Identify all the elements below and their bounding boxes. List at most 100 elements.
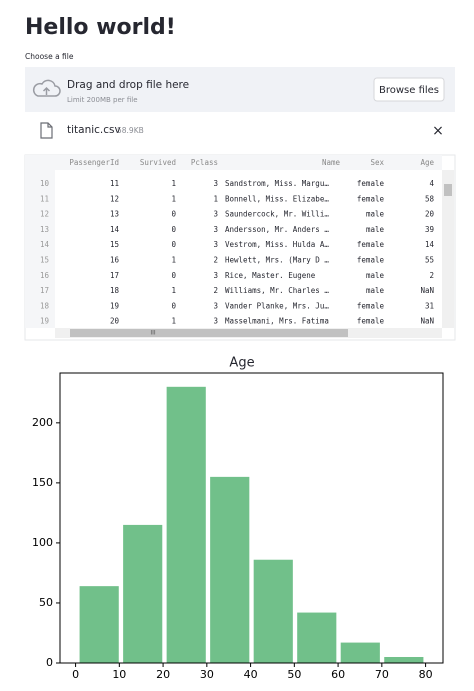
table-cell: 2 <box>213 256 218 265</box>
table-cell: Saundercock, Mr. Willi… <box>225 210 329 219</box>
browse-button-label: Browse files <box>379 85 439 96</box>
table-cell: 12 <box>110 194 119 203</box>
table-cell: 18 <box>110 286 120 295</box>
column-header: Sex <box>370 158 384 167</box>
row-index: 19 <box>40 317 49 326</box>
row-index: 10 <box>40 179 50 188</box>
table-cell: Masselmani, Mrs. Fatima <box>225 317 329 326</box>
table-cell: 2 <box>429 271 434 280</box>
h-scroll-thumb[interactable] <box>70 329 348 337</box>
table-cell: 0 <box>171 301 176 310</box>
table-cell: female <box>357 256 385 265</box>
v-scrollbar[interactable] <box>442 170 454 328</box>
row-index: 11 <box>40 194 49 203</box>
table-cell: 13 <box>110 210 119 219</box>
column-header: Pclass <box>191 158 218 167</box>
browse-button[interactable] <box>373 77 445 102</box>
row-index: 18 <box>40 301 50 310</box>
table-cell: Hewlett, Mrs. (Mary D … <box>225 256 329 265</box>
x-tick-label: 60 <box>331 668 345 681</box>
bar <box>340 642 380 663</box>
chart: 0 50 100 150 200 0 10 20 30 40 50 60 70 80 <box>32 372 444 681</box>
limit-text: Limit 200MB per file <box>67 96 138 104</box>
x-tick-label: 50 <box>287 668 301 681</box>
x-tick-label: 80 <box>419 668 433 681</box>
table-cell: 55 <box>425 256 434 265</box>
dataframe <box>24 154 456 341</box>
table-cell: Rice, Master. Eugene <box>225 271 316 280</box>
table-body: PassengerIdSurvivedPclassNameSexAgeS1011… <box>40 158 435 326</box>
table-cell: Bonnell, Miss. Elizabe… <box>225 194 329 203</box>
table-cell: NaN <box>420 317 434 326</box>
index-column <box>25 155 55 328</box>
table-cell: 31 <box>425 301 434 310</box>
table-cell: 14 <box>110 225 120 234</box>
table-cell: 4 <box>429 179 434 188</box>
table-cell: 1 <box>171 179 176 188</box>
table-cell: male <box>366 286 385 295</box>
column-header: Age <box>420 158 434 167</box>
table-cell: 3 <box>213 225 218 234</box>
table-cell: 39 <box>425 225 434 234</box>
x-tick-label: 20 <box>156 668 170 681</box>
remove-file[interactable]: × <box>432 123 444 139</box>
x-tick-label: 0 <box>72 668 79 681</box>
table-cell: NaN <box>420 286 434 295</box>
table-cell: 2 <box>213 286 218 295</box>
table-cell: 0 <box>171 240 176 249</box>
table-cell: 58 <box>425 194 435 203</box>
table-cell: Sandstrom, Miss. Margu… <box>225 179 329 188</box>
table-cell: 1 <box>213 194 218 203</box>
x-tick-label: 10 <box>112 668 126 681</box>
cloud-icon <box>32 79 61 97</box>
table-cell: female <box>357 317 385 326</box>
row-index: 13 <box>40 225 49 234</box>
table-cell: 3 <box>213 179 218 188</box>
chart-title: Age <box>229 356 254 371</box>
table-cell: 3 <box>213 271 218 280</box>
table-cell: female <box>357 240 385 249</box>
row-index: 15 <box>40 256 49 265</box>
page-title: Hello world! <box>25 15 176 40</box>
table-cell: Vander Planke, Mrs. Ju… <box>225 301 329 310</box>
table-cell: 19 <box>110 301 119 310</box>
table-cell: 3 <box>213 240 218 249</box>
x-tick-label: 30 <box>200 668 214 681</box>
table-cell: female <box>357 301 385 310</box>
table-cell: Williams, Mr. Charles … <box>225 286 329 295</box>
table-cell: 17 <box>110 271 119 280</box>
table-cell: 1 <box>171 256 176 265</box>
table-cell: 15 <box>110 240 119 249</box>
row-index: 16 <box>40 271 50 280</box>
y-tick-label: 150 <box>32 476 53 489</box>
table-cell: 11 <box>110 179 119 188</box>
row-index: 17 <box>40 286 49 295</box>
table-cell: male <box>366 210 385 219</box>
y-tick-label: 0 <box>46 656 53 669</box>
table-cell: male <box>366 271 385 280</box>
v-scroll-thumb[interactable] <box>444 184 452 196</box>
file-icon <box>40 122 53 139</box>
table-cell: 20 <box>425 210 435 219</box>
table-cell: female <box>357 194 385 203</box>
file-size: 58.9KB <box>117 126 144 135</box>
table-cell: 1 <box>171 317 176 326</box>
file-name: titanic.csv <box>67 124 121 136</box>
table-cell: male <box>366 225 385 234</box>
y-tick-label: 200 <box>32 416 53 429</box>
table-cell: 3 <box>213 317 218 326</box>
table-cell: Andersson, Mr. Anders … <box>225 225 329 234</box>
table-cell: 14 <box>425 240 435 249</box>
column-header: Name <box>322 158 341 167</box>
table-cell: 1 <box>171 286 176 295</box>
bar <box>166 386 206 663</box>
table-cell: 0 <box>171 225 176 234</box>
x-tick-label: 70 <box>375 668 389 681</box>
table-cell: 20 <box>110 317 120 326</box>
table-cell: 3 <box>213 301 218 310</box>
y-tick-label: 50 <box>39 596 53 609</box>
row-index: 12 <box>40 210 49 219</box>
bar <box>210 476 250 663</box>
